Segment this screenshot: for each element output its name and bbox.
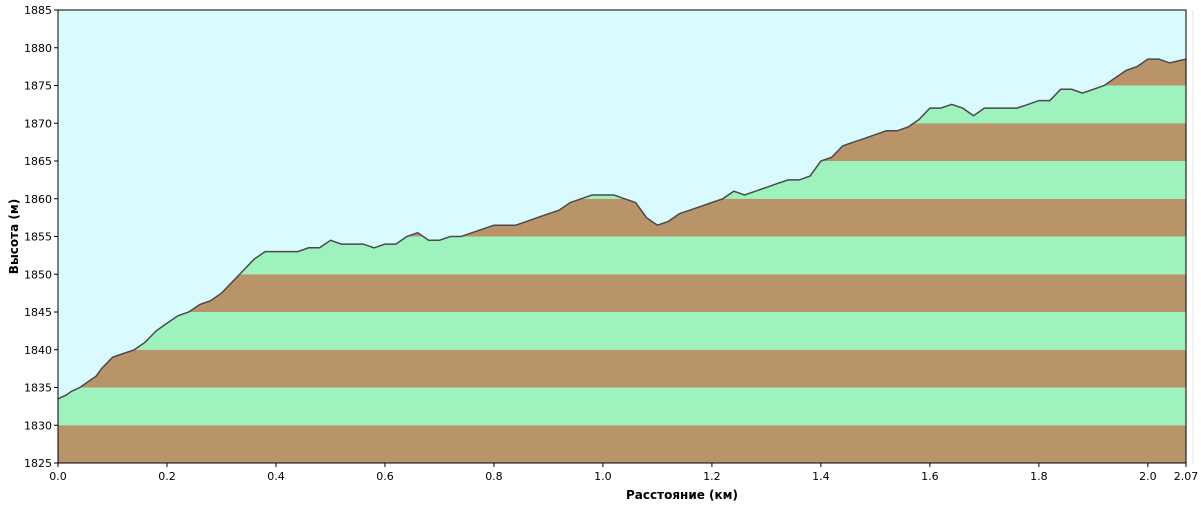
y-tick-label: 1825	[24, 457, 52, 470]
x-tick-label: 1.2	[703, 470, 721, 483]
elevation-band	[58, 387, 1186, 426]
y-tick-label: 1875	[24, 80, 52, 93]
x-tick-label: 0.0	[49, 470, 67, 483]
x-axis: 0.0 0.2 0.4 0.6 0.8 1.0 1.2 1.4 1.6 1.8 2.0 2.07	[49, 463, 1198, 483]
x-tick-label: 1.0	[594, 470, 612, 483]
y-tick-label: 1870	[24, 117, 52, 130]
x-tick-label: 2.07	[1174, 470, 1199, 483]
y-tick-label: 1830	[24, 419, 52, 432]
y-tick-label: 1865	[24, 155, 52, 168]
plot-area	[57, 9, 1194, 464]
y-tick-label: 1885	[24, 4, 52, 17]
x-tick-label: 0.4	[267, 470, 285, 483]
x-tick-label: 2.0	[1139, 470, 1157, 483]
elevation-band	[58, 425, 1186, 463]
elevation-band	[58, 274, 1186, 312]
y-tick-label: 1835	[24, 382, 52, 395]
elevation-band	[58, 349, 1186, 388]
y-tick-label: 1880	[24, 42, 52, 55]
x-tick-label: 1.8	[1030, 470, 1048, 483]
y-tick-label: 1860	[24, 193, 52, 206]
elevation-profile-line	[57, 58, 1187, 400]
y-axis: 1825 1830 1835 1840 1845 1850 1855 1860 1865 1870…	[24, 4, 58, 470]
x-tick-label: 1.4	[812, 470, 830, 483]
y-tick-label: 1850	[24, 268, 52, 281]
y-tick-label: 1845	[24, 306, 52, 319]
x-axis-title: Расстояние (км)	[626, 488, 738, 502]
y-tick-label: 1840	[24, 344, 52, 357]
elevation-band	[58, 312, 1186, 350]
x-tick-label: 1.6	[921, 470, 939, 483]
x-tick-label: 0.6	[376, 470, 394, 483]
y-axis-title: Высота (м)	[7, 199, 21, 274]
x-tick-label: 0.8	[485, 470, 503, 483]
y-tick-label: 1855	[24, 231, 52, 244]
x-tick-label: 0.2	[158, 470, 176, 483]
